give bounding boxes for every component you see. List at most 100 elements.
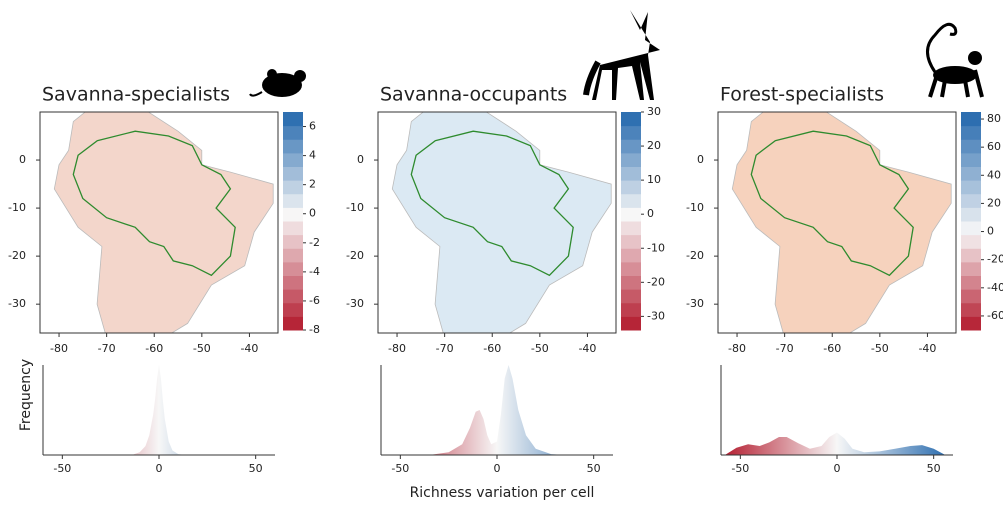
figure: Richness variation per cell Frequency Sa…: [0, 0, 1003, 505]
colorbar-tick-label: -20: [987, 253, 1003, 266]
colorbar-step: [621, 235, 641, 249]
y-tick-label: -20: [346, 249, 364, 262]
colorbar-step: [283, 248, 303, 262]
colorbar-step: [961, 194, 981, 208]
colorbar-step: [621, 276, 641, 290]
x-tick-label: -80: [388, 342, 406, 355]
colorbar-tick-label: 10: [647, 173, 661, 186]
x-tick-label: -40: [240, 342, 258, 355]
colorbar-step: [283, 139, 303, 153]
density-x-tick-label: 50: [249, 462, 263, 475]
colorbar-step: [621, 262, 641, 276]
density-x-tick-label: -50: [731, 462, 749, 475]
density-area: [429, 365, 564, 455]
map: [392, 102, 611, 337]
y-tick-label: -10: [686, 201, 704, 214]
panel-title: Savanna-specialists: [42, 84, 230, 106]
x-tick-label: -50: [531, 342, 549, 355]
colorbar-step: [283, 126, 303, 140]
colorbar-tick-label: -2: [309, 236, 320, 249]
colorbar-step: [283, 221, 303, 235]
panel-title: Savanna-occupants: [380, 84, 567, 106]
y-tick-label: -30: [346, 297, 364, 310]
colorbar-step: [283, 112, 303, 126]
colorbar-step: [621, 194, 641, 208]
x-tick-label: -60: [823, 342, 841, 355]
density-x-tick-label: 0: [494, 462, 501, 475]
map: [54, 102, 273, 337]
colorbar-step: [961, 180, 981, 194]
y-tick-label: -30: [8, 297, 26, 310]
colorbar-step: [283, 207, 303, 221]
colorbar-tick-label: 60: [987, 140, 1001, 153]
colorbar-tick-label: 20: [647, 139, 661, 152]
y-tick-label: 0: [19, 153, 26, 166]
y-tick-label: -30: [686, 297, 704, 310]
density-x-tick-label: 50: [587, 462, 601, 475]
colorbar-step: [961, 153, 981, 167]
colorbar-step: [961, 207, 981, 221]
colorbar-step: [961, 262, 981, 276]
y-tick-label: -20: [8, 249, 26, 262]
colorbar-step: [283, 276, 303, 290]
colorbar-tick-label: -40: [987, 281, 1003, 294]
x-tick-label: -40: [918, 342, 936, 355]
colorbar-step: [283, 316, 303, 330]
colorbar-tick-label: 0: [647, 207, 654, 220]
x-tick-label: -80: [728, 342, 746, 355]
x-tick-label: -60: [483, 342, 501, 355]
y-tick-label: -10: [346, 201, 364, 214]
colorbar-tick-label: 6: [309, 120, 316, 133]
colorbar-tick-label: 20: [987, 196, 1001, 209]
colorbar-step: [621, 221, 641, 235]
density-x-tick-label: -50: [53, 462, 71, 475]
colorbar-step: [961, 303, 981, 317]
x-tick-label: -80: [50, 342, 68, 355]
colorbar-tick-label: -20: [647, 275, 665, 288]
mouse-icon: [250, 69, 306, 97]
colorbar-tick-label: -30: [647, 309, 665, 322]
colorbar-tick-label: -6: [309, 294, 320, 307]
density-x-tick-label: 50: [927, 462, 941, 475]
x-tick-label: -70: [776, 342, 794, 355]
x-tick-label: -70: [436, 342, 454, 355]
x-tick-label: -50: [871, 342, 889, 355]
colorbar-step: [283, 262, 303, 276]
colorbar-tick-label: -8: [309, 323, 320, 336]
y-tick-label: -10: [8, 201, 26, 214]
colorbar-tick-label: 0: [987, 225, 994, 238]
colorbar-step: [283, 235, 303, 249]
y-tick-label: 0: [357, 153, 364, 166]
density-x-tick-label: 0: [834, 462, 841, 475]
colorbar-step: [621, 153, 641, 167]
colorbar-step: [961, 112, 981, 126]
density-area: [725, 433, 945, 456]
colorbar-step: [283, 194, 303, 208]
density-x-tick-label: -50: [391, 462, 409, 475]
colorbar-step: [283, 289, 303, 303]
colorbar-tick-label: -60: [987, 309, 1003, 322]
colorbar-tick-label: 2: [309, 178, 316, 191]
colorbar-step: [961, 289, 981, 303]
y-tick-label: 0: [697, 153, 704, 166]
land: [54, 102, 273, 337]
colorbar-tick-label: 80: [987, 112, 1001, 125]
colorbar-step: [621, 316, 641, 330]
colorbar-step: [283, 167, 303, 181]
colorbar-step: [961, 276, 981, 290]
colorbar-step: [283, 180, 303, 194]
fox-icon: [586, 10, 660, 100]
colorbar-tick-label: -4: [309, 265, 320, 278]
y-axis-label: Frequency: [18, 359, 34, 431]
colorbar-step: [961, 126, 981, 140]
monkey-icon: [928, 24, 983, 97]
density-area: [132, 365, 186, 455]
land: [392, 102, 611, 337]
colorbar-tick-label: 30: [647, 105, 661, 118]
colorbar-step: [961, 221, 981, 235]
y-tick-label: -20: [686, 249, 704, 262]
colorbar-step: [283, 303, 303, 317]
colorbar-tick-label: 4: [309, 149, 316, 162]
x-axis-label: Richness variation per cell: [410, 485, 595, 501]
colorbar-step: [621, 112, 641, 126]
